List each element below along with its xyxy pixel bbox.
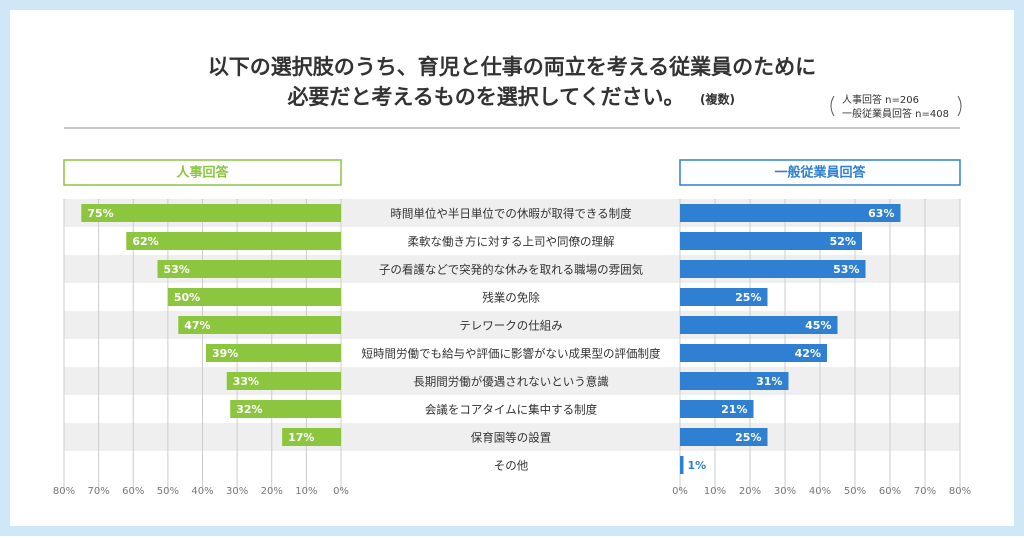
bar: [680, 316, 838, 334]
value-label: 75%: [87, 207, 113, 220]
x-tick-label: 10%: [295, 486, 317, 497]
bracket: [830, 95, 962, 117]
value-label: 42%: [795, 347, 821, 360]
bar: [230, 400, 341, 418]
chart-title: 必要だと考えるものを選択してください。: [287, 85, 684, 109]
sample-note: 人事回答 n=206: [842, 93, 919, 106]
value-label: 47%: [184, 319, 210, 332]
legend-box: [63, 159, 342, 186]
bar: [680, 456, 684, 474]
category-label: その他: [494, 459, 529, 473]
value-label: 63%: [868, 207, 894, 220]
value-label: 32%: [236, 403, 262, 416]
x-tick-label: 50%: [157, 486, 179, 497]
value-label: 17%: [288, 431, 314, 444]
bar: [282, 428, 341, 446]
category-label: 時間単位や半日単位での休暇が取得できる制度: [390, 207, 632, 221]
x-tick-label: 80%: [53, 486, 75, 497]
x-tick-label: 0%: [333, 486, 349, 497]
chart-title: 以下の選択肢のうち、育児と仕事の両立を考える従業員のために: [208, 55, 816, 79]
value-label: 21%: [721, 403, 747, 416]
bar: [167, 288, 341, 306]
legend-label: 一般従業員回答: [774, 165, 866, 181]
value-label: 53%: [163, 263, 189, 276]
x-tick-label: 0%: [672, 486, 688, 497]
legend-label: 人事回答: [176, 165, 229, 181]
category-label: 子の看護などで突発的な休みを取れる職場の雰囲気: [379, 263, 644, 277]
category-label: 会議をコアタイムに集中する制度: [425, 403, 598, 417]
value-label: 25%: [735, 431, 761, 444]
x-tick-label: 50%: [844, 486, 866, 497]
value-label: 52%: [830, 235, 856, 248]
value-label: 33%: [233, 375, 259, 388]
bar: [680, 344, 827, 362]
row-stripe: [64, 423, 960, 451]
value-label: 50%: [174, 291, 200, 304]
x-tick-label: 20%: [261, 486, 283, 497]
bar: [680, 400, 754, 418]
x-tick-label: 10%: [704, 486, 726, 497]
bar: [680, 288, 768, 306]
bar: [680, 372, 789, 390]
x-tick-label: 40%: [809, 486, 831, 497]
bar: [178, 316, 341, 334]
bar: [680, 260, 866, 278]
category-label: 保育園等の設置: [471, 431, 552, 445]
bar: [126, 232, 341, 250]
category-label: 短時間労働でも給与や評価に影響がない成果型の評価制度: [362, 347, 661, 361]
x-tick-label: 60%: [122, 486, 144, 497]
legend-box: [679, 159, 961, 186]
category-label: 柔軟な働き方に対する上司や同僚の理解: [408, 235, 615, 249]
value-label: 39%: [212, 347, 238, 360]
value-label: 53%: [833, 263, 859, 276]
bar: [81, 204, 341, 222]
bar: [680, 232, 862, 250]
value-label: 45%: [805, 319, 831, 332]
x-tick-label: 70%: [88, 486, 110, 497]
x-tick-label: 70%: [914, 486, 936, 497]
x-tick-label: 30%: [774, 486, 796, 497]
value-label: 31%: [756, 375, 782, 388]
category-label: テレワークの仕組み: [459, 319, 563, 333]
category-label: 長期間労働が優遇されないという意識: [413, 375, 609, 389]
row-stripe: [64, 367, 960, 395]
sample-note: 一般従業員回答 n=408: [842, 107, 949, 120]
chart-subtitle: (複数): [700, 92, 735, 107]
x-tick-label: 40%: [191, 486, 213, 497]
x-tick-label: 30%: [226, 486, 248, 497]
bar: [205, 344, 341, 362]
value-label: 1%: [688, 459, 707, 472]
category-label: 残業の免除: [482, 291, 540, 305]
bar: [226, 372, 341, 390]
x-tick-label: 80%: [949, 486, 971, 497]
value-label: 25%: [735, 291, 761, 304]
bar: [157, 260, 341, 278]
value-label: 62%: [132, 235, 158, 248]
x-tick-label: 20%: [739, 486, 761, 497]
x-tick-label: 60%: [879, 486, 901, 497]
bar: [680, 428, 768, 446]
bar: [680, 204, 901, 222]
